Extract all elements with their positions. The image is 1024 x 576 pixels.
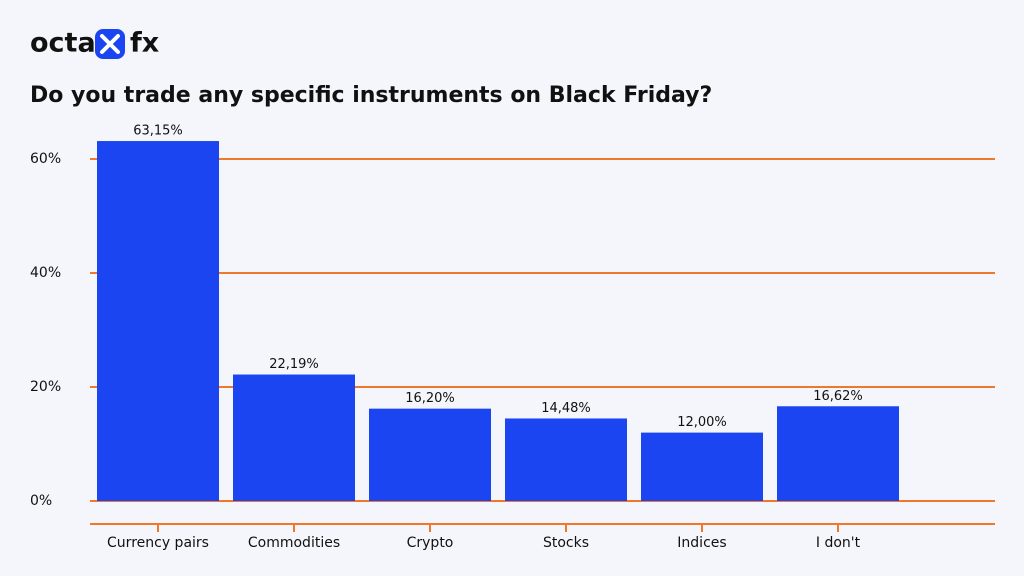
value-label: 12,00% bbox=[677, 415, 727, 430]
value-label: 16,20% bbox=[405, 391, 455, 406]
x-tick-label: Currency pairs bbox=[107, 535, 209, 551]
value-label: 63,15% bbox=[133, 124, 183, 139]
value-label: 22,19% bbox=[269, 357, 319, 372]
bar bbox=[97, 141, 219, 502]
x-tick-label: Crypto bbox=[407, 535, 454, 551]
bar bbox=[641, 432, 763, 501]
x-tick-label: Indices bbox=[677, 535, 726, 551]
bar bbox=[777, 406, 899, 501]
y-tick-label: 20% bbox=[30, 379, 61, 395]
y-tick-label: 0% bbox=[30, 493, 52, 509]
bar bbox=[233, 374, 355, 501]
logo-text: fx bbox=[130, 28, 159, 59]
value-label: 16,62% bbox=[813, 389, 863, 404]
chart-title: Do you trade any specific instruments on… bbox=[30, 83, 712, 108]
bar bbox=[369, 408, 491, 501]
logo-icon-x bbox=[100, 34, 120, 54]
x-tick-label: Stocks bbox=[543, 535, 589, 551]
x-tick-label: I don't bbox=[816, 535, 861, 551]
value-label: 14,48% bbox=[541, 401, 591, 416]
bar bbox=[505, 418, 627, 501]
logo: octa fx bbox=[30, 28, 159, 59]
y-tick-label: 40% bbox=[30, 265, 61, 281]
logo-text: octa bbox=[30, 28, 96, 59]
x-tick-label: Commodities bbox=[248, 535, 340, 551]
y-tick-label: 60% bbox=[30, 151, 61, 167]
